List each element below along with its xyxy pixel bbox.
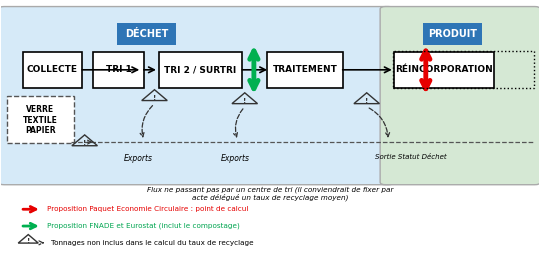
- Text: Proposition FNADE et Eurostat (inclut le compostage): Proposition FNADE et Eurostat (inclut le…: [47, 223, 240, 229]
- Text: PRODUIT: PRODUIT: [428, 29, 477, 39]
- Text: Sortie Statut Déchet: Sortie Statut Déchet: [375, 154, 447, 160]
- FancyBboxPatch shape: [159, 52, 242, 88]
- Text: Exports: Exports: [220, 154, 249, 163]
- Text: Tonnages non inclus dans le calcul du taux de recyclage: Tonnages non inclus dans le calcul du ta…: [51, 240, 253, 246]
- FancyBboxPatch shape: [0, 7, 394, 185]
- FancyBboxPatch shape: [267, 52, 342, 88]
- Text: DÉCHET: DÉCHET: [125, 29, 168, 39]
- Text: RÉINCORPORATION: RÉINCORPORATION: [395, 65, 493, 74]
- Text: VERRE
TEXTILE
PAPIER: VERRE TEXTILE PAPIER: [23, 105, 58, 135]
- Text: TRI 2 / SURTRI: TRI 2 / SURTRI: [164, 65, 237, 74]
- FancyBboxPatch shape: [117, 23, 176, 45]
- Text: !: !: [26, 238, 30, 244]
- Text: !: !: [365, 98, 368, 104]
- FancyBboxPatch shape: [423, 23, 482, 45]
- FancyBboxPatch shape: [23, 52, 82, 88]
- Text: Exports: Exports: [124, 154, 153, 163]
- FancyBboxPatch shape: [394, 52, 494, 88]
- FancyBboxPatch shape: [7, 96, 74, 143]
- FancyBboxPatch shape: [380, 7, 540, 185]
- Text: Flux ne passant pas par un centre de tri (il conviendrait de fixer par
acte délé: Flux ne passant pas par un centre de tri…: [147, 186, 393, 201]
- Text: TRI 1: TRI 1: [105, 65, 131, 74]
- Text: !: !: [153, 95, 156, 101]
- FancyBboxPatch shape: [93, 52, 144, 88]
- Text: TRAITEMENT: TRAITEMENT: [273, 65, 338, 74]
- Text: !: !: [83, 140, 86, 146]
- Text: Proposition Paquet Economie Circulaire : point de calcul: Proposition Paquet Economie Circulaire :…: [47, 206, 248, 212]
- Text: !: !: [243, 98, 246, 104]
- Text: COLLECTE: COLLECTE: [27, 65, 78, 74]
